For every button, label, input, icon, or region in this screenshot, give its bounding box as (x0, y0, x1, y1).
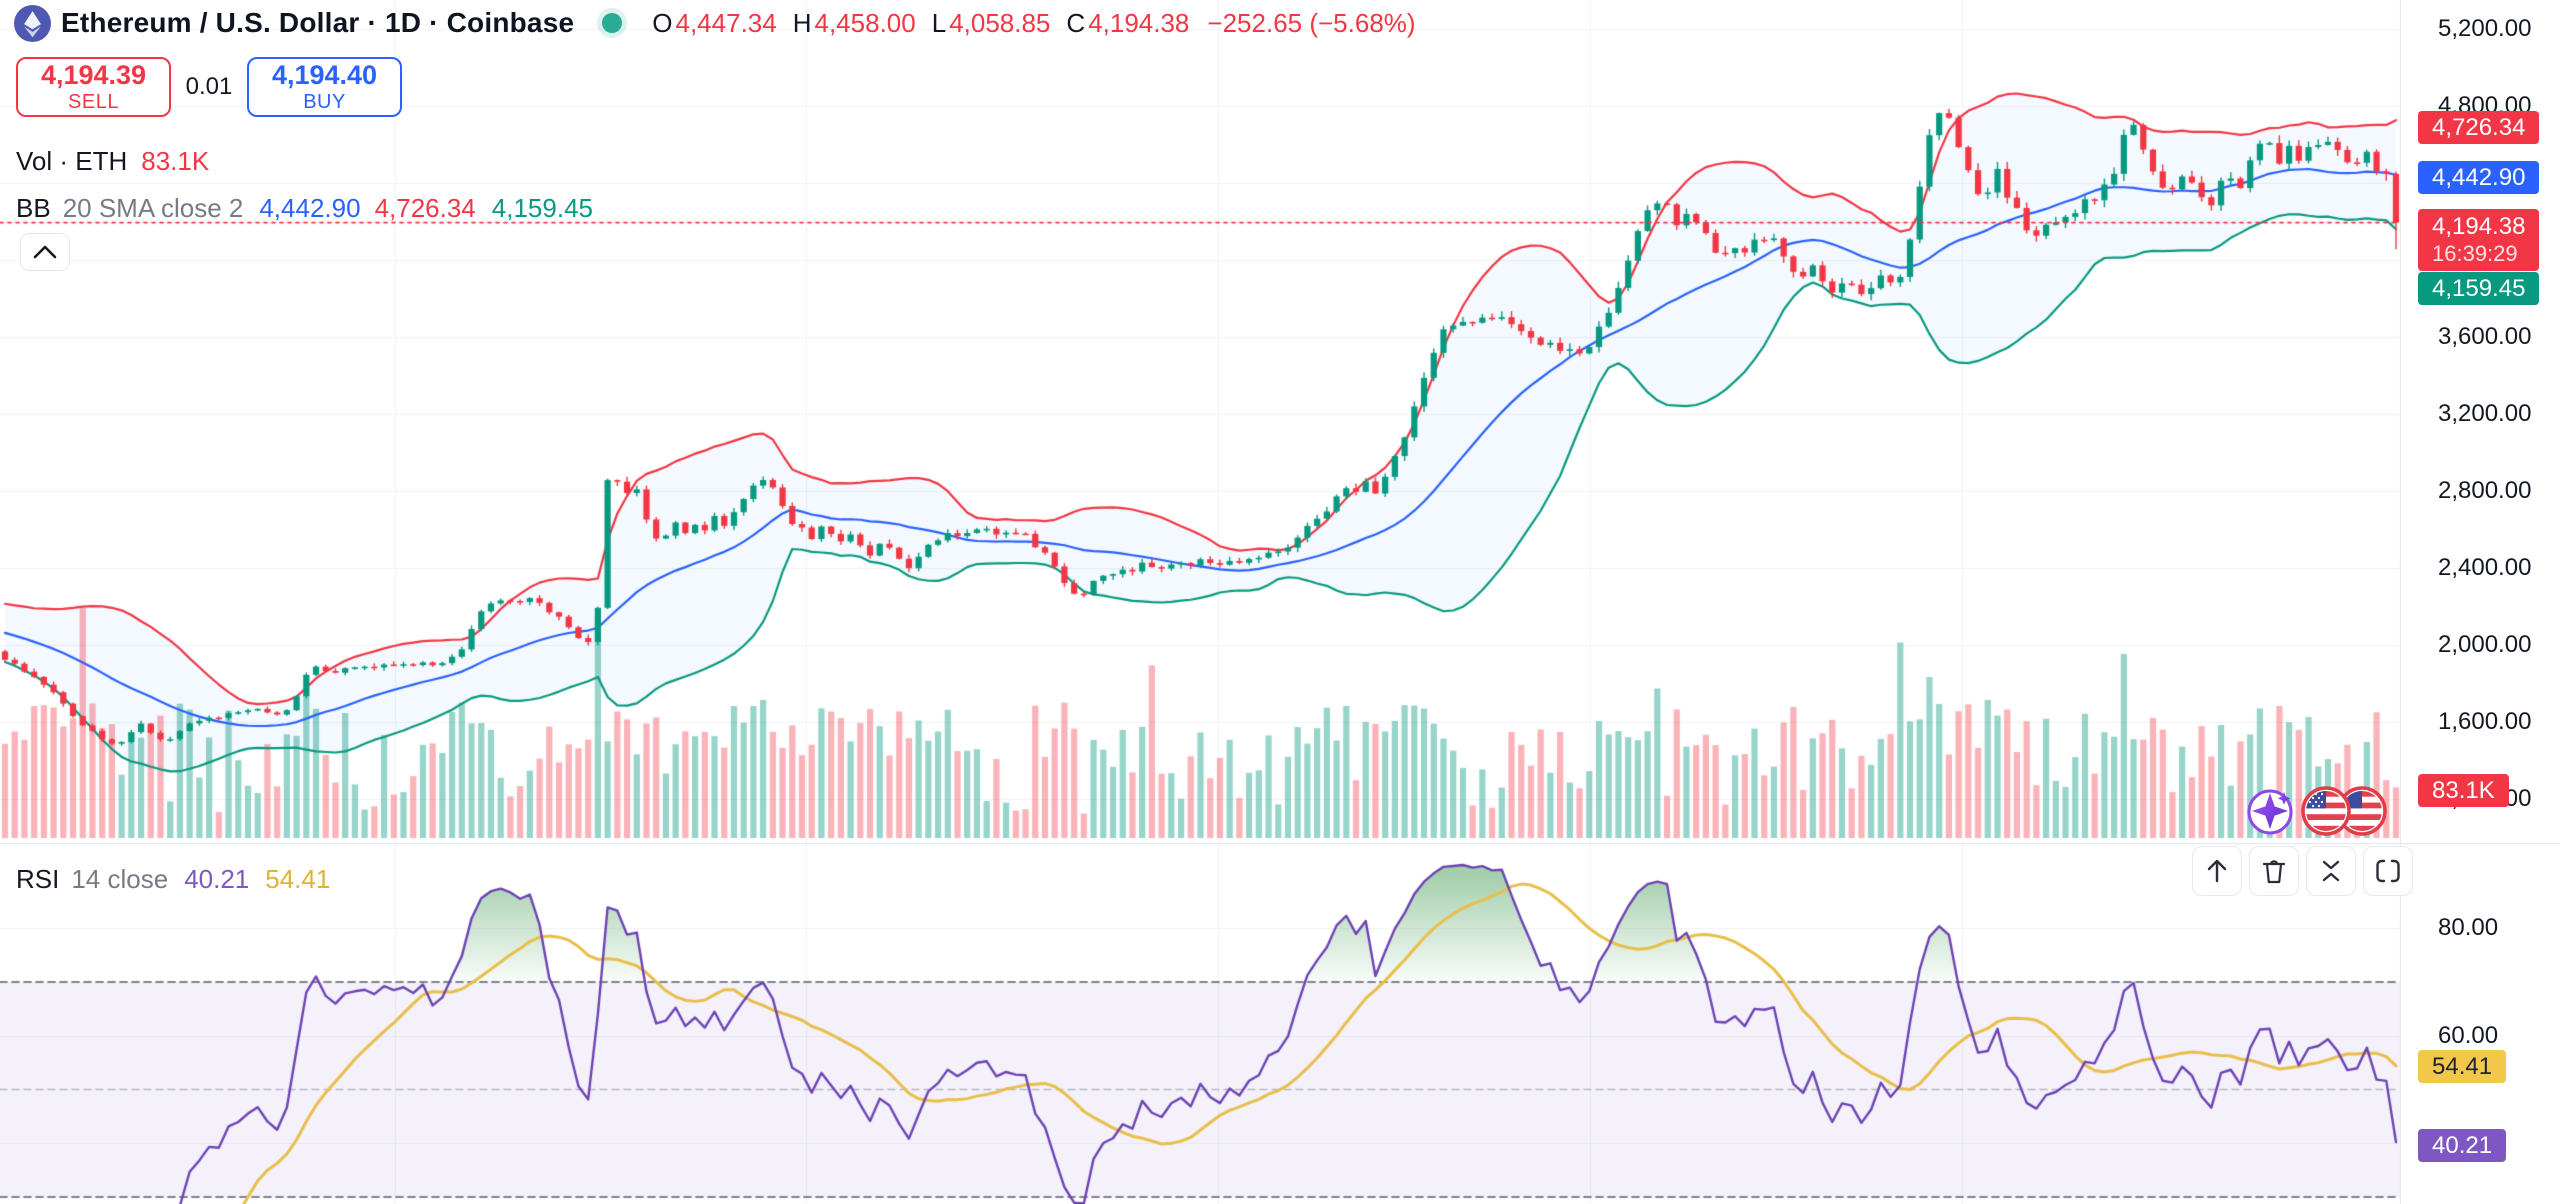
bb-legend-params: 20 SMA close 2 (62, 193, 244, 223)
bb-upper-value: 4,726.34 (374, 193, 476, 223)
trash-icon (2262, 860, 2286, 884)
high-value: 4,458.00 (814, 7, 916, 38)
bb-legend-label: BB (16, 193, 51, 223)
market-status-dot[interactable] (602, 13, 623, 33)
open-label: O (652, 7, 673, 38)
arrow-up-icon (2207, 859, 2227, 883)
collapse-legend-button[interactable] (20, 233, 70, 271)
order-panel: 4,194.39 SELL 0.01 4,194.40 BUY (16, 57, 402, 117)
rsi-ma-legend-value: 54.41 (265, 864, 331, 894)
sell-price: 4,194.39 (40, 60, 147, 91)
buy-label: BUY (303, 90, 346, 113)
chart-legend-header: Ethereum / U.S. Dollar · 1D · Coinbase O… (14, 3, 1416, 43)
maximize-pane-icon (2376, 859, 2400, 883)
bb-upper-axis-badge: 4,726.34 (2418, 111, 2540, 144)
symbol-title[interactable]: Ethereum / U.S. Dollar · 1D · Coinbase (61, 7, 575, 38)
delete-pane-button[interactable] (2249, 846, 2299, 896)
price-axis-label: 2,800.00 (2438, 477, 2532, 504)
volume-legend-row[interactable]: Vol · ETH 83.1K (16, 146, 209, 177)
volume-legend-value: 83.1K (141, 146, 210, 176)
sell-label: SELL (68, 90, 119, 113)
price-axis-label: 5,200.00 (2438, 15, 2532, 42)
price-axis-label: 3,200.00 (2438, 400, 2532, 427)
rsi-legend-label: RSI (16, 864, 60, 894)
high-label: H (792, 7, 812, 38)
rsi-legend-value: 40.21 (184, 864, 250, 894)
low-label: L (931, 7, 947, 38)
rsi-axis-label: 80.00 (2438, 914, 2499, 942)
rsi-legend-row[interactable]: RSI 14 close 40.21 54.41 (16, 864, 330, 895)
bar-countdown-timer: 16:39:29 (2432, 241, 2518, 266)
price-axis-label: 3,600.00 (2438, 323, 2532, 350)
volume-axis-badge: 83.1K (2418, 774, 2509, 807)
collapse-pane-icon (2322, 860, 2340, 882)
rsi-legend-params: 14 close (71, 864, 169, 894)
eth-logo-icon (14, 4, 51, 42)
price-axis-label: 2,000.00 (2438, 631, 2532, 658)
economic-event-markers[interactable] (2240, 780, 2392, 847)
move-pane-up-button[interactable] (2192, 846, 2242, 896)
collapse-pane-button[interactable] (2306, 846, 2356, 896)
low-value: 4,058.85 (949, 7, 1051, 38)
price-axis-label: 1,600.00 (2438, 708, 2532, 735)
bb-lower-axis-badge: 4,159.45 (2418, 272, 2540, 305)
rsi-axis-badge: 40.21 (2418, 1129, 2507, 1162)
last-price-axis-badge: 4,194.38 16:39:29 (2418, 209, 2540, 271)
chevron-up-icon (33, 245, 57, 259)
bb-legend-row[interactable]: BB 20 SMA close 2 4,442.90 4,726.34 4,15… (16, 193, 593, 224)
bb-basis-axis-badge: 4,442.90 (2418, 161, 2540, 194)
bb-basis-value: 4,442.90 (259, 193, 361, 223)
sell-button[interactable]: 4,194.39 SELL (16, 57, 171, 117)
close-label: C (1066, 7, 1086, 38)
maximize-pane-button[interactable] (2363, 846, 2413, 896)
volume-legend-label: Vol · ETH (16, 146, 128, 176)
open-value: 4,447.34 (675, 7, 777, 38)
us-flag-event-icon (2252, 786, 2387, 836)
change-value: −252.65 (−5.68%) (1207, 7, 1416, 38)
price-axis-label: 2,400.00 (2438, 554, 2532, 581)
rsi-ma-axis-badge: 54.41 (2418, 1050, 2507, 1083)
last-price-value: 4,194.38 (2432, 213, 2526, 240)
bb-lower-value: 4,159.45 (491, 193, 593, 223)
buy-price: 4,194.40 (271, 60, 378, 91)
spread-value: 0.01 (185, 73, 233, 100)
ohlc-values: O 4,447.34 H 4,458.00 L 4,058.85 C 4,194… (652, 8, 1415, 39)
buy-button[interactable]: 4,194.40 BUY (247, 57, 402, 117)
pane-toolbar (2192, 846, 2420, 896)
close-value: 4,194.38 (1088, 7, 1190, 38)
rsi-axis-label: 60.00 (2438, 1021, 2499, 1049)
